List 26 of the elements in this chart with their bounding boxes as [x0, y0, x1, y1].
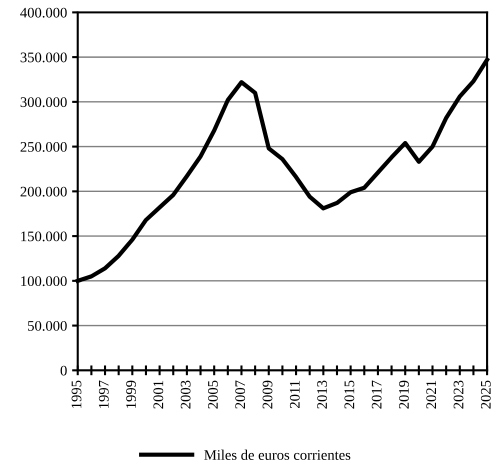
- x-tick-label: 2013: [317, 380, 327, 409]
- x-tick-label: 2009: [262, 380, 272, 409]
- x-tick-label: 1995: [72, 380, 82, 408]
- x-tick-label: 2019: [399, 380, 409, 409]
- y-tick-label: 350.000: [20, 52, 67, 62]
- x-tick-label: 1999: [126, 380, 136, 408]
- x-tick-label: 2025: [480, 380, 491, 409]
- y-tick-label: 50.000: [28, 320, 67, 331]
- x-tick-label: 2015: [344, 380, 354, 409]
- y-tick-label: 100.000: [21, 276, 67, 286]
- x-tick-label: 2021: [426, 380, 436, 409]
- y-tick-label: 250.000: [20, 142, 67, 152]
- x-tick-label: 2001: [153, 380, 164, 409]
- x-tick-label: 1997: [98, 380, 109, 408]
- y-tick-label: 400.000: [20, 8, 67, 18]
- y-tick-label: 0: [60, 366, 67, 376]
- x-tick-label: 2007: [235, 380, 246, 409]
- x-tick-label: 2023: [454, 380, 464, 409]
- x-tick-label: 2005: [208, 380, 218, 409]
- y-tick-label: 150.000: [21, 231, 67, 242]
- x-tick-label: 2011: [290, 380, 300, 408]
- legend-label: Miles de euros corrientes: [204, 450, 350, 460]
- y-tick-label: 300.000: [20, 97, 67, 108]
- x-tick-label: 2017: [372, 380, 382, 409]
- x-tick-label: 2003: [180, 380, 191, 409]
- y-tick-label: 200.000: [20, 186, 67, 197]
